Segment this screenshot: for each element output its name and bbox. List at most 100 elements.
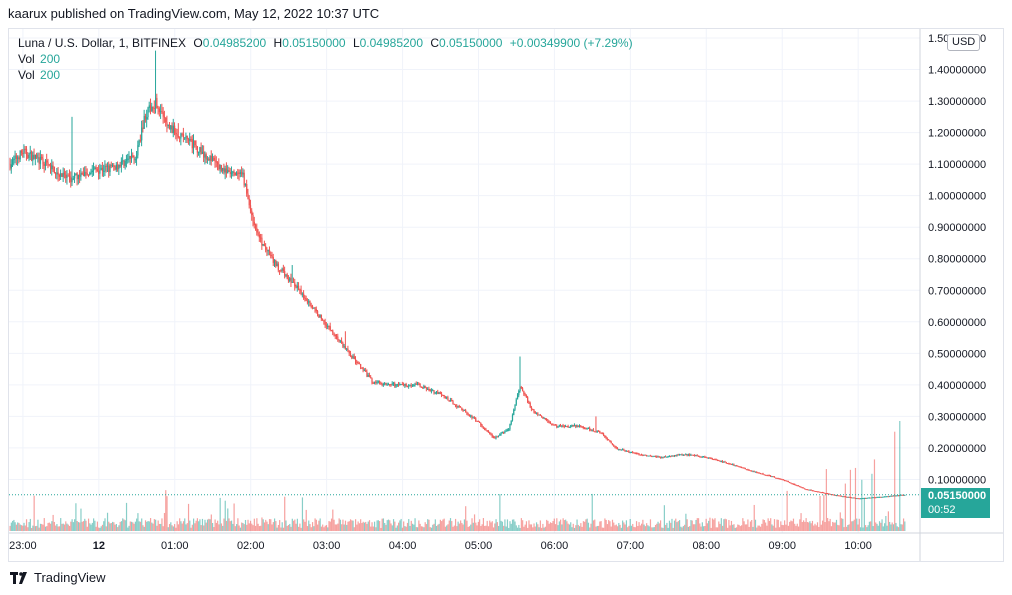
candle-body <box>15 155 18 160</box>
publish-info: kaarux published on TradingView.com, May… <box>8 6 380 21</box>
volume-bar <box>379 521 381 531</box>
volume-bar <box>108 521 110 531</box>
volume-bar <box>761 523 763 531</box>
candle-body <box>203 151 205 158</box>
candle-body <box>156 97 158 108</box>
volume-bar <box>255 525 257 531</box>
candle-body <box>848 496 850 498</box>
footer-brand[interactable]: TradingView <box>10 570 106 585</box>
candle-body <box>546 419 548 421</box>
symbol-title: Luna / U.S. Dollar, 1, BITFINEX <box>18 36 187 50</box>
candle-body <box>46 160 48 163</box>
candle-body <box>306 300 309 303</box>
volume-bar <box>652 527 654 531</box>
candle-body <box>806 489 808 491</box>
volume-bar <box>411 523 414 531</box>
candle-body <box>271 255 273 258</box>
volume-bar <box>581 526 583 531</box>
volume-bar <box>568 524 571 531</box>
volume-bar <box>280 527 282 531</box>
volume-bar <box>514 521 516 531</box>
volume-bar <box>797 526 800 531</box>
volume-bar <box>309 524 311 531</box>
candle-body <box>265 246 267 250</box>
candle-body <box>634 453 636 455</box>
candle-body <box>353 356 355 359</box>
candle-body <box>843 496 845 498</box>
volume-bar <box>554 524 557 531</box>
volume-bar <box>253 518 255 531</box>
time-tick-label: 08:00 <box>693 540 721 552</box>
volume-bar <box>65 521 67 531</box>
candle-body <box>165 117 167 123</box>
candle-body <box>95 167 97 170</box>
volume-bar <box>614 525 616 531</box>
candle-body <box>31 152 33 161</box>
volume-bar <box>273 518 276 531</box>
volume-bar <box>117 527 119 531</box>
candle-body <box>542 416 544 419</box>
volume-bar <box>778 527 781 531</box>
volume-bar <box>792 518 795 531</box>
volume-bar <box>872 526 874 531</box>
volume-bar <box>541 527 543 531</box>
volume-bar <box>405 526 407 531</box>
volume-bar <box>790 520 792 531</box>
candle-body <box>704 456 706 458</box>
candle-body <box>365 370 367 372</box>
candle-body <box>518 391 520 396</box>
volume-bar <box>871 473 873 531</box>
volume-bar <box>824 522 826 531</box>
candle-body <box>654 455 657 457</box>
volume-bar <box>533 523 535 531</box>
volume-bar <box>811 520 814 531</box>
volume-bar <box>380 527 382 531</box>
volume-bar <box>775 527 777 531</box>
candle-body <box>176 134 178 137</box>
candle-body <box>520 387 522 389</box>
candle-body <box>396 384 398 386</box>
candle-body <box>770 475 772 477</box>
currency-badge[interactable]: USD <box>947 34 981 51</box>
volume-bar <box>530 524 533 531</box>
volume-bar <box>90 524 92 531</box>
volume-bar <box>292 520 295 531</box>
volume-bar <box>336 524 338 531</box>
candle-body <box>844 496 846 498</box>
volume-bar <box>96 521 99 531</box>
candle-body <box>868 497 870 499</box>
candle-body <box>129 155 131 159</box>
candle-body <box>55 173 57 175</box>
chart-frame <box>8 28 1004 562</box>
candle-body <box>277 263 279 271</box>
candle-body <box>239 172 242 174</box>
volume-bar <box>697 518 700 531</box>
candle-body <box>506 429 509 431</box>
candle-body <box>549 422 552 424</box>
candle-body <box>887 496 889 498</box>
volume-bar <box>639 525 641 531</box>
volume-bar <box>510 523 512 531</box>
candle-body <box>661 457 663 459</box>
candle-body <box>853 497 855 499</box>
candle-body <box>155 97 157 109</box>
candle-body <box>200 147 202 154</box>
candle-body <box>565 426 567 428</box>
candle-body <box>539 414 541 416</box>
volume-bar <box>442 519 444 531</box>
volume-bar <box>180 521 182 531</box>
candle-body <box>328 326 330 328</box>
volume-bar <box>509 521 511 531</box>
volume-bar <box>594 519 596 531</box>
volume-bar <box>89 523 91 531</box>
candle-body <box>158 108 161 113</box>
candle-body <box>233 171 235 173</box>
volume-bar <box>468 526 471 531</box>
candle-body <box>551 423 553 425</box>
volume-bar <box>457 521 459 531</box>
candle-body <box>187 139 190 141</box>
candle-body <box>863 497 865 499</box>
volume-bar <box>447 524 449 531</box>
volume-bar <box>151 522 153 531</box>
